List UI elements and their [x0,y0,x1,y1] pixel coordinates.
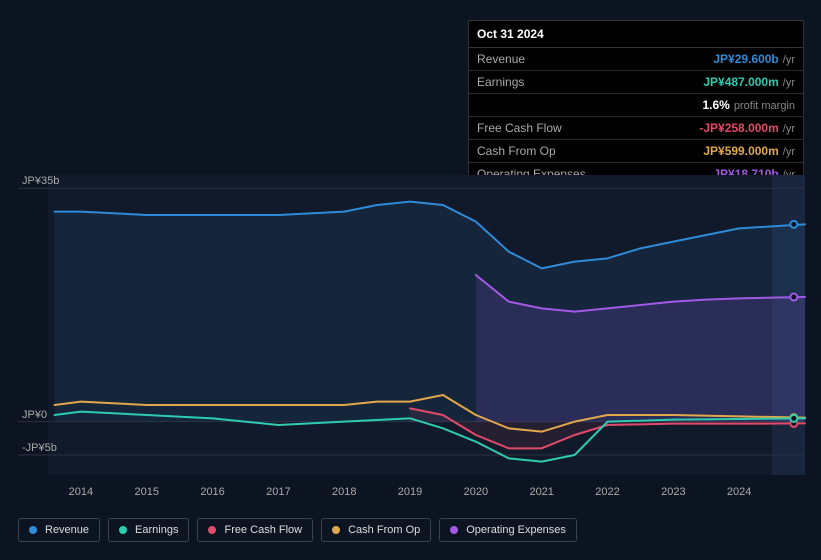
legend-label: Free Cash Flow [224,524,302,536]
y-axis-label: JP¥0 [22,409,47,421]
x-axis-label: 2021 [529,486,553,498]
legend-item[interactable]: Revenue [18,518,100,542]
x-axis-label: 2016 [200,486,224,498]
y-axis-label: JP¥35b [22,175,59,187]
chart-legend: Revenue Earnings Free Cash Flow Cash From O… [18,518,577,542]
legend-dot-icon [450,526,458,534]
financials-chart[interactable] [0,0,821,500]
legend-dot-icon [29,526,37,534]
x-axis-label: 2019 [398,486,422,498]
x-axis-label: 2022 [595,486,619,498]
legend-label: Cash From Op [348,524,420,536]
legend-dot-icon [208,526,216,534]
legend-item[interactable]: Earnings [108,518,189,542]
legend-dot-icon [332,526,340,534]
legend-label: Operating Expenses [466,524,566,536]
legend-item[interactable]: Free Cash Flow [197,518,313,542]
x-axis-label: 2015 [134,486,158,498]
x-axis-label: 2018 [332,486,356,498]
x-axis-label: 2023 [661,486,685,498]
legend-dot-icon [119,526,127,534]
x-axis-label: 2024 [727,486,751,498]
legend-item[interactable]: Cash From Op [321,518,431,542]
y-axis-label: -JP¥5b [22,442,57,454]
x-axis-label: 2014 [69,486,93,498]
legend-label: Revenue [45,524,89,536]
x-axis-label: 2020 [464,486,488,498]
legend-label: Earnings [135,524,178,536]
legend-item[interactable]: Operating Expenses [439,518,577,542]
x-axis-label: 2017 [266,486,290,498]
